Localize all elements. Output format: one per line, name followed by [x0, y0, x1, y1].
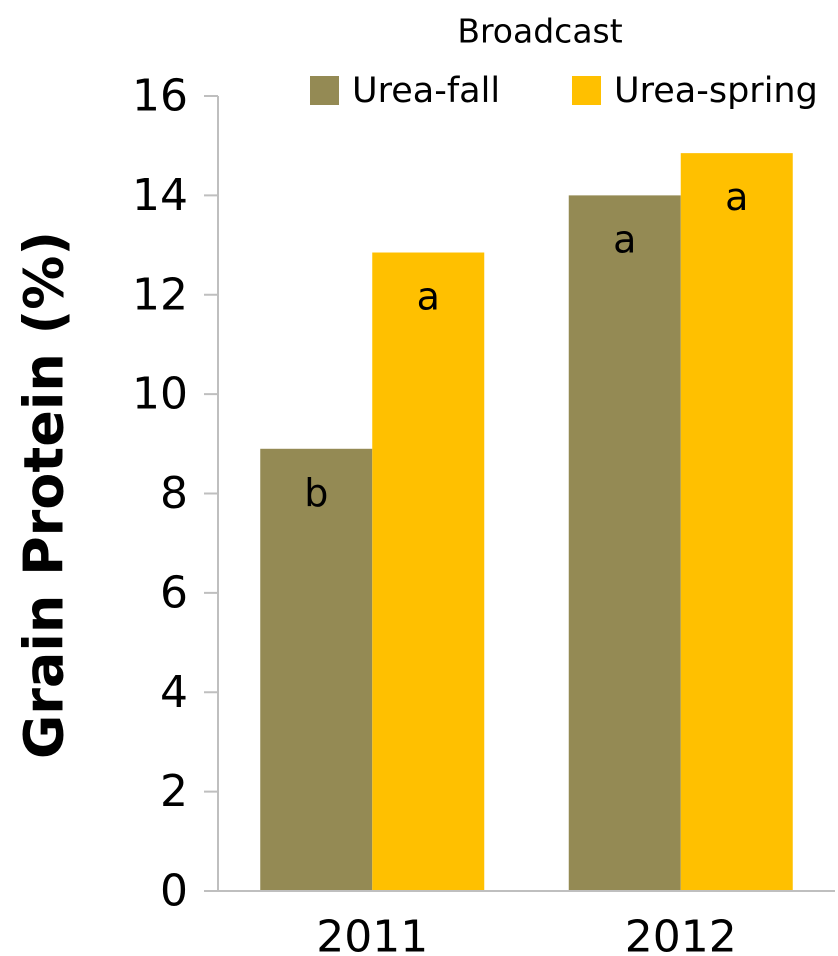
bar-data-label: a	[417, 275, 440, 319]
bar-data-label: a	[613, 217, 636, 261]
bar-urea-spring-2011	[372, 252, 485, 891]
x-tick-label: 2011	[316, 912, 428, 956]
y-tick-label: 12	[132, 269, 188, 320]
legend-swatch	[310, 76, 339, 105]
bar-urea-fall-2012	[568, 195, 681, 891]
y-axis: 0 2 4 6 8 10 12 14 16	[132, 71, 219, 917]
legend-swatch	[572, 76, 601, 105]
y-tick-label: 10	[132, 369, 188, 420]
y-tick-label: 2	[160, 766, 188, 817]
legend-title: Broadcast	[457, 12, 622, 51]
bar-data-label: a	[725, 175, 748, 219]
bar-urea-spring-2012	[680, 153, 793, 891]
legend: Urea-fall Urea-spring	[310, 71, 818, 111]
x-axis: 2011 2012	[218, 890, 835, 956]
bars: b a a a	[260, 153, 793, 891]
x-tick-label: 2012	[625, 912, 737, 956]
y-axis-label: Grain Protein (%)	[13, 231, 76, 759]
bar-data-label: b	[304, 471, 328, 515]
y-tick-label: 14	[132, 170, 188, 221]
y-tick-label: 6	[160, 567, 188, 618]
y-tick-label: 16	[132, 71, 188, 122]
bar-urea-fall-2011	[260, 448, 373, 891]
legend-label: Urea-spring	[614, 71, 818, 111]
legend-label: Urea-fall	[352, 71, 500, 111]
y-tick-label: 4	[160, 667, 188, 718]
y-tick-label: 8	[160, 468, 188, 519]
y-tick-label: 0	[160, 866, 188, 917]
